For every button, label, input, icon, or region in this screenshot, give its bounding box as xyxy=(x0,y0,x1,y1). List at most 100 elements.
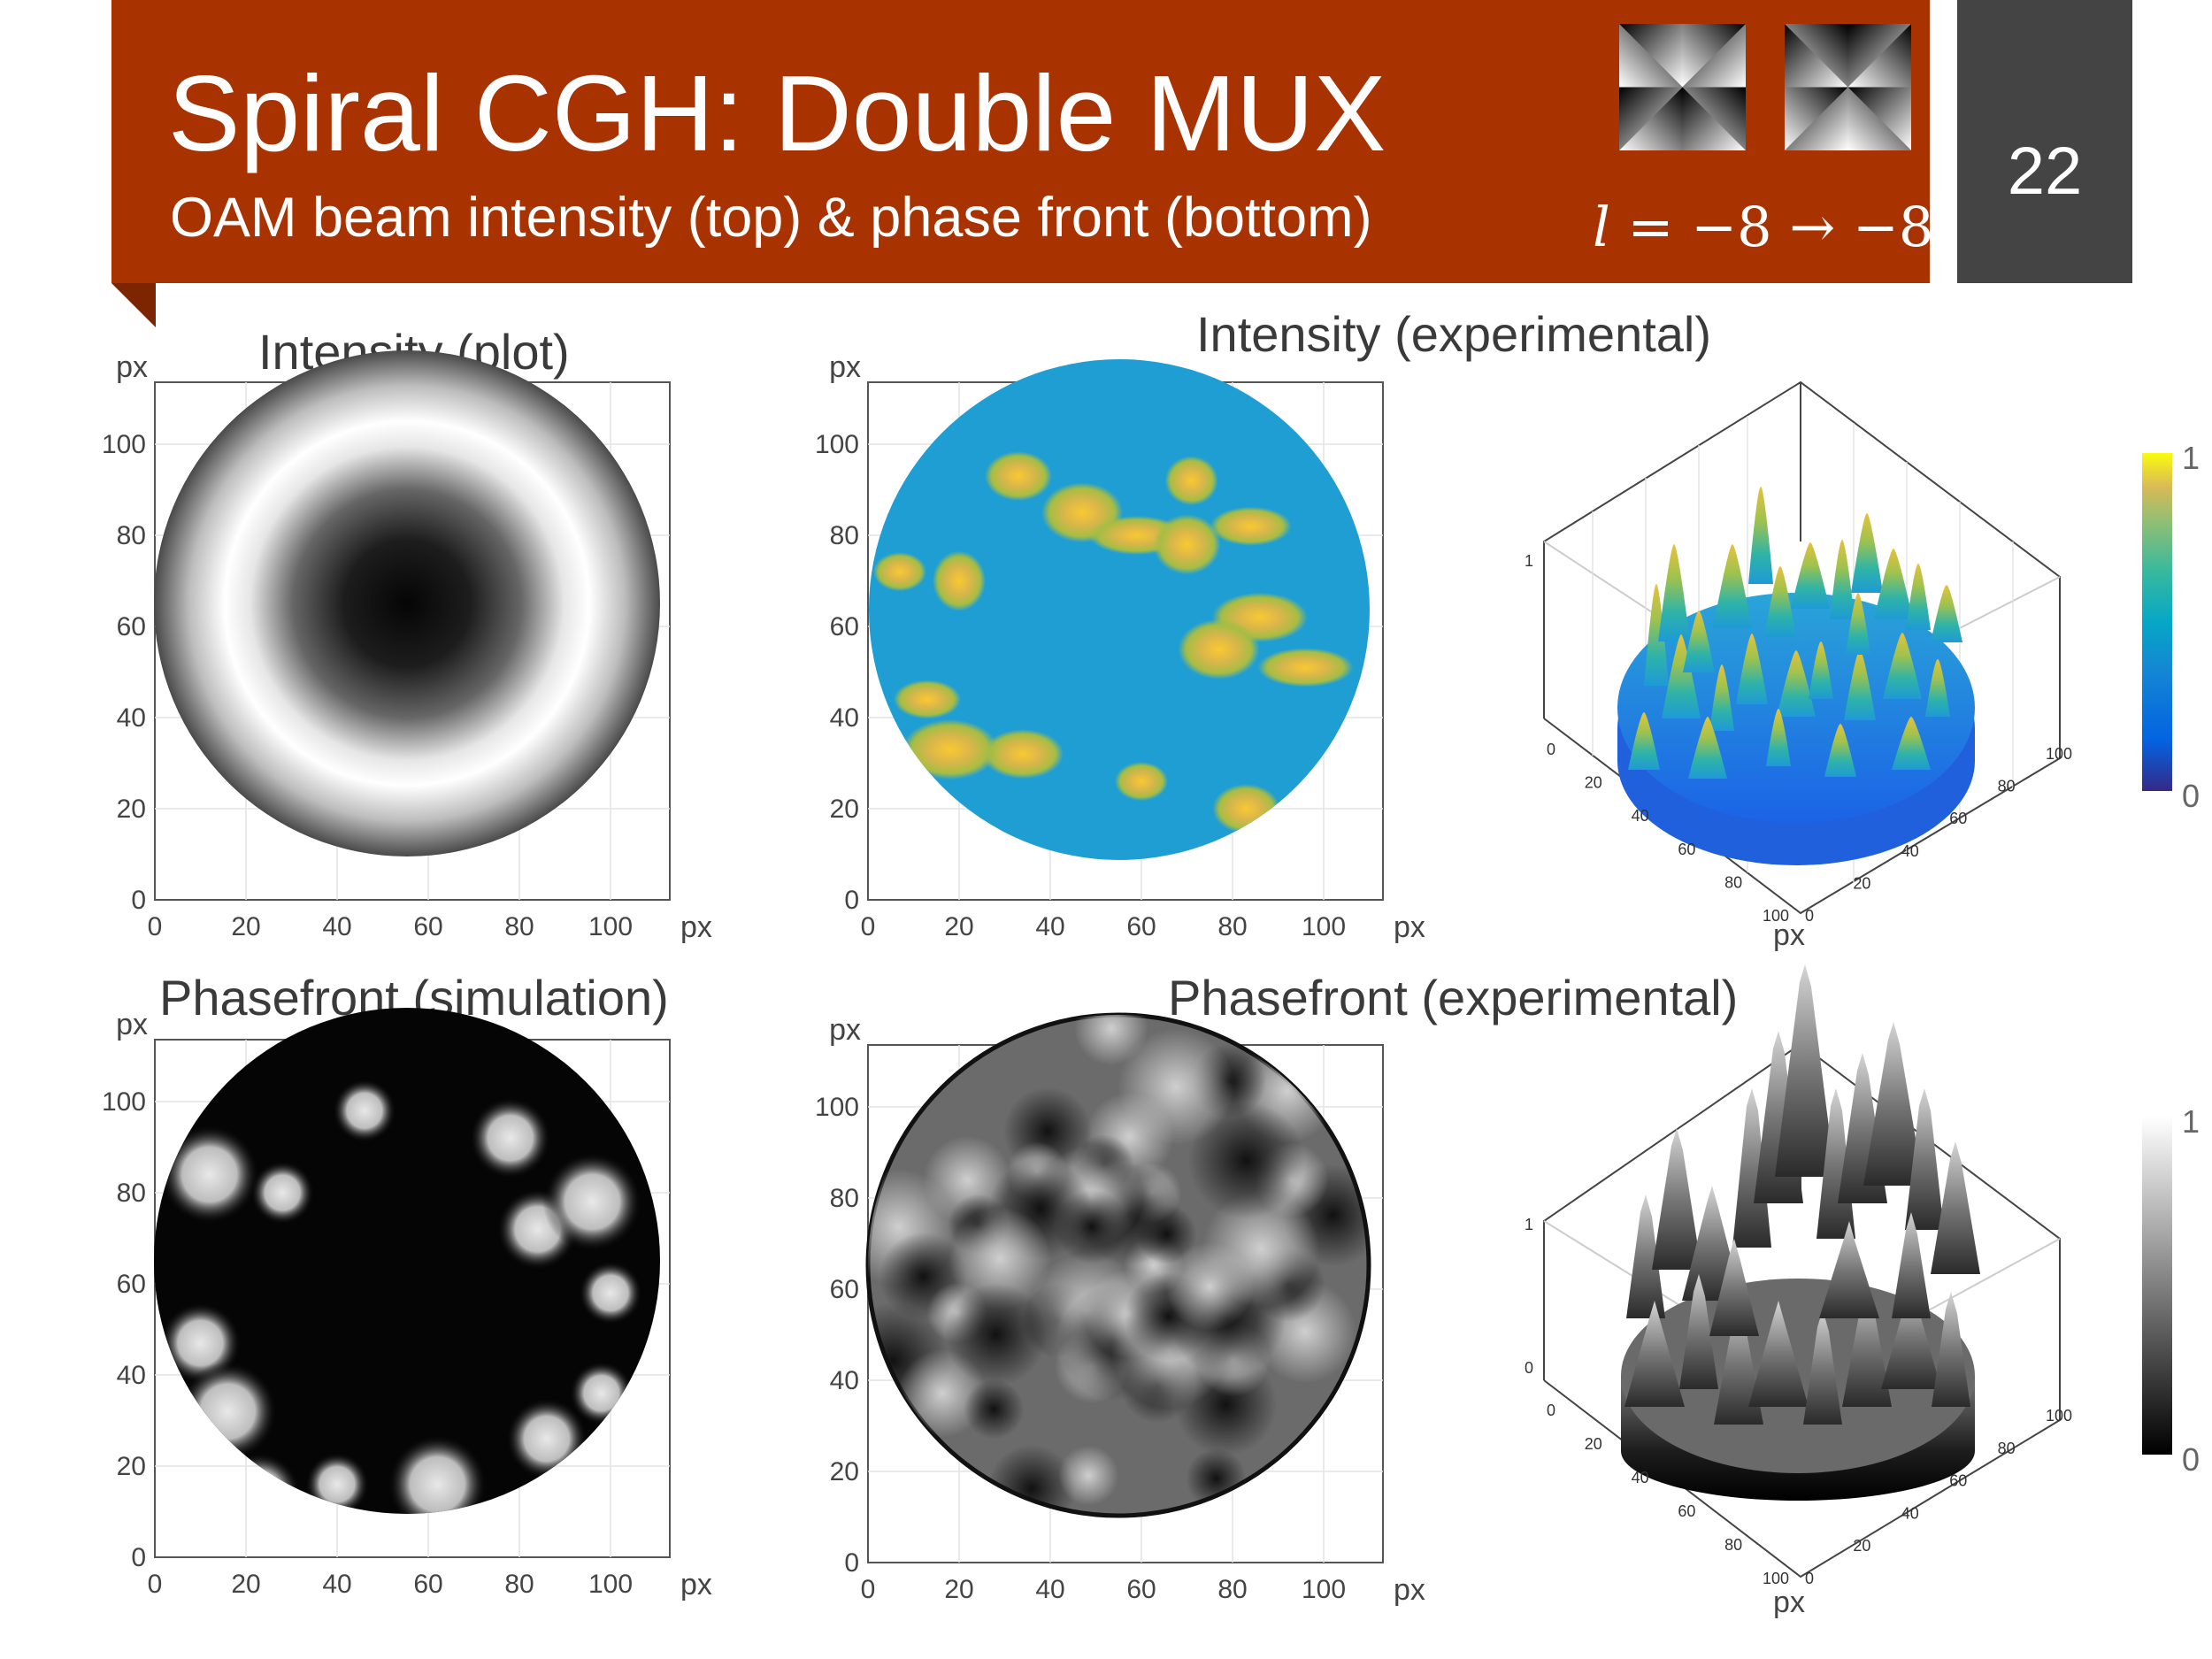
x-tick-label: 100 xyxy=(1302,912,1346,941)
x-tick-label: 60 xyxy=(413,912,442,941)
x-tick-label: 20 xyxy=(944,912,973,941)
bright-blob xyxy=(159,1125,259,1225)
z-axis-tick: 20 xyxy=(1585,1435,1602,1453)
surface-peak xyxy=(1748,1301,1809,1407)
x-axis-tick: 20 xyxy=(1853,1537,1870,1555)
x-axis-tick: 40 xyxy=(1901,842,1919,860)
y-axis-label: px xyxy=(116,350,148,384)
bright-blob xyxy=(469,1097,551,1179)
y-tick-label: 40 xyxy=(830,1366,859,1395)
y-axis-label: px xyxy=(829,350,861,384)
x-tick-label: 20 xyxy=(231,1570,260,1599)
x-tick-label: 20 xyxy=(231,912,260,941)
y-tick-label: 100 xyxy=(102,430,146,459)
x-axis-tick: 0 xyxy=(1805,1570,1814,1587)
y-tick-label: 60 xyxy=(117,612,146,641)
formula-expression: = −8 → −8 xyxy=(1609,195,1934,259)
z-axis-tick: 60 xyxy=(1678,841,1695,858)
x-axis-tick: 40 xyxy=(1901,1504,1919,1522)
z-axis-tick: 0 xyxy=(1547,1402,1555,1419)
surface-peak xyxy=(1842,1283,1892,1407)
formula-variable: l xyxy=(1593,195,1610,259)
bright-blob xyxy=(332,1079,396,1143)
colorbar-tick: 0 xyxy=(2182,1441,2200,1478)
colorbar-tick: 1 xyxy=(2182,440,2200,476)
x-axis-tick: 60 xyxy=(1949,810,1967,827)
x-tick-label: 0 xyxy=(861,912,876,941)
x-tick-label: 100 xyxy=(588,912,633,941)
intensity-exp-chart: 00 20 20 40 40 60 60 80 80 100 100 px px xyxy=(815,350,1425,944)
axis-unit-label: px xyxy=(1773,918,1805,952)
surface-peak xyxy=(1662,634,1701,718)
hotspots xyxy=(873,451,1354,833)
surface-peak xyxy=(1819,1221,1879,1318)
surface-peaks xyxy=(1628,487,1962,779)
surface-peak xyxy=(1925,659,1950,717)
x-tick-label: 20 xyxy=(944,1575,973,1604)
x-tick-label: 80 xyxy=(1217,912,1247,941)
x-tick-label: 40 xyxy=(1035,1575,1064,1604)
y-tick-label: 100 xyxy=(815,1093,859,1122)
y-tick-label: 80 xyxy=(830,521,859,550)
surface-peak xyxy=(1932,1292,1970,1407)
texture-blob xyxy=(949,1207,1052,1310)
surface-peak xyxy=(1644,584,1669,686)
x-tick-label: 80 xyxy=(504,912,534,941)
surface-peak xyxy=(1881,1283,1941,1389)
surface-peak xyxy=(1892,717,1931,770)
x-tick-label: 0 xyxy=(148,1570,163,1599)
surface-peak xyxy=(1688,717,1727,779)
y-tick-label: 60 xyxy=(830,1275,859,1304)
phase-exp-texture xyxy=(868,1015,1369,1516)
intensity-exp-title: Intensity (experimental) xyxy=(1196,306,1712,362)
surface-peak xyxy=(1791,542,1830,609)
surface-peak xyxy=(1803,1310,1842,1425)
z-axis-tick: 0 xyxy=(1525,1359,1533,1377)
axes: 00 20 20 40 40 60 60 80 80 100 100 px px xyxy=(102,350,712,944)
surface-peak xyxy=(1764,566,1796,637)
surface-peak xyxy=(1652,1128,1701,1270)
texture-blob xyxy=(1118,1028,1235,1146)
colorbar-tick: 0 xyxy=(2182,778,2200,814)
texture-blob xyxy=(1074,1015,1149,1066)
surface-peak xyxy=(1714,1301,1763,1425)
phase-exp-chart: 00 20 20 40 40 60 60 80 80 100 100 px px xyxy=(815,1012,1425,1607)
x-tick-label: 80 xyxy=(504,1570,534,1599)
surface-peak xyxy=(1732,1088,1771,1248)
y-tick-label: 80 xyxy=(117,521,146,550)
x-tick-label: 100 xyxy=(1302,1575,1346,1604)
parula-colorbar xyxy=(2142,453,2172,791)
y-tick-label: 40 xyxy=(117,1361,146,1390)
z-axis-tick: 40 xyxy=(1632,807,1649,825)
texture-blob xyxy=(1187,1102,1305,1219)
y-tick-label: 60 xyxy=(830,612,859,641)
x-axis-label: px xyxy=(680,910,712,944)
hotspot xyxy=(873,552,927,592)
texture-blob xyxy=(1165,1241,1255,1331)
surface-peak xyxy=(1766,709,1791,766)
y-tick-label: 40 xyxy=(830,703,859,733)
surface-peak xyxy=(1846,593,1870,655)
phase-surface-peaks xyxy=(1624,964,1980,1425)
y-axis-label: px xyxy=(116,1008,148,1041)
x-tick-label: 100 xyxy=(588,1570,633,1599)
x-tick-label: 60 xyxy=(1126,912,1156,941)
axes: 00 20 20 40 40 60 60 80 80 100 100 px px xyxy=(815,350,1425,944)
z-axis-tick: 40 xyxy=(1632,1469,1649,1486)
y-tick-label: 40 xyxy=(117,703,146,733)
hotspot xyxy=(1210,506,1292,546)
intensity-3d-chart: 0 20 40 60 80 100 0 20 40 60 80 100 1 px xyxy=(1525,380,2072,952)
surface-peak xyxy=(1830,540,1855,619)
oam-formula: l = −8 → −8 xyxy=(1593,195,1933,259)
x-tick-label: 40 xyxy=(1035,912,1064,941)
surface-peak xyxy=(1931,585,1962,642)
y-tick-label: 20 xyxy=(117,795,146,824)
x-tick-label: 40 xyxy=(322,912,351,941)
page-number: 22 xyxy=(2007,134,2083,209)
surface-peak xyxy=(1775,964,1835,1177)
banner-fold xyxy=(111,283,156,327)
surface-peak xyxy=(1679,1274,1718,1389)
hotspot xyxy=(1257,648,1354,687)
